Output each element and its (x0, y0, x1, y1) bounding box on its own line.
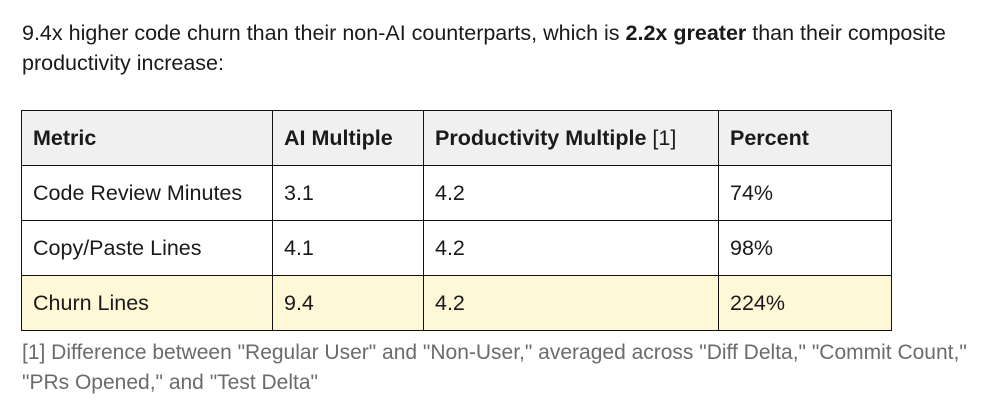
cell-metric: Copy/Paste Lines (21, 220, 273, 276)
cell-ai-multiple: 3.1 (272, 165, 424, 221)
intro-paragraph: 9.4x higher code churn than their non-AI… (22, 18, 952, 78)
cell-metric: Code Review Minutes (21, 165, 273, 221)
cell-metric: Churn Lines (21, 275, 273, 331)
cell-ai-multiple: 4.1 (272, 220, 424, 276)
table-header-row: Metric AI Multiple Productivity Multiple… (21, 110, 892, 166)
cell-percent: 98% (718, 220, 892, 276)
footnote-reference: [1] (652, 125, 677, 150)
cell-productivity-multiple: 4.2 (423, 165, 719, 221)
metrics-table: Metric AI Multiple Productivity Multiple… (21, 110, 892, 331)
table-row-highlighted: Churn Lines 9.4 4.2 224% (21, 275, 892, 331)
intro-text-after: than their composite productivity increa… (22, 21, 946, 75)
header-percent: Percent (718, 110, 892, 166)
cell-productivity-multiple: 4.2 (423, 275, 719, 331)
header-productivity-multiple: Productivity Multiple [1] (423, 110, 719, 166)
cell-productivity-multiple: 4.2 (423, 220, 719, 276)
header-ai-multiple: AI Multiple (272, 110, 424, 166)
intro-text-before: 9.4x higher code churn than their non-AI… (22, 21, 626, 45)
header-productivity-label: Productivity Multiple (435, 125, 647, 150)
header-metric: Metric (21, 110, 273, 166)
intro-bold-text: 2.2x greater (625, 21, 747, 45)
cell-percent: 224% (718, 275, 892, 331)
cell-percent: 74% (718, 165, 892, 221)
table-row: Copy/Paste Lines 4.1 4.2 98% (21, 220, 892, 276)
table-row: Code Review Minutes 3.1 4.2 74% (21, 165, 892, 221)
footnote: [1] Difference between "Regular User" an… (22, 341, 967, 394)
cell-ai-multiple: 9.4 (272, 275, 424, 331)
